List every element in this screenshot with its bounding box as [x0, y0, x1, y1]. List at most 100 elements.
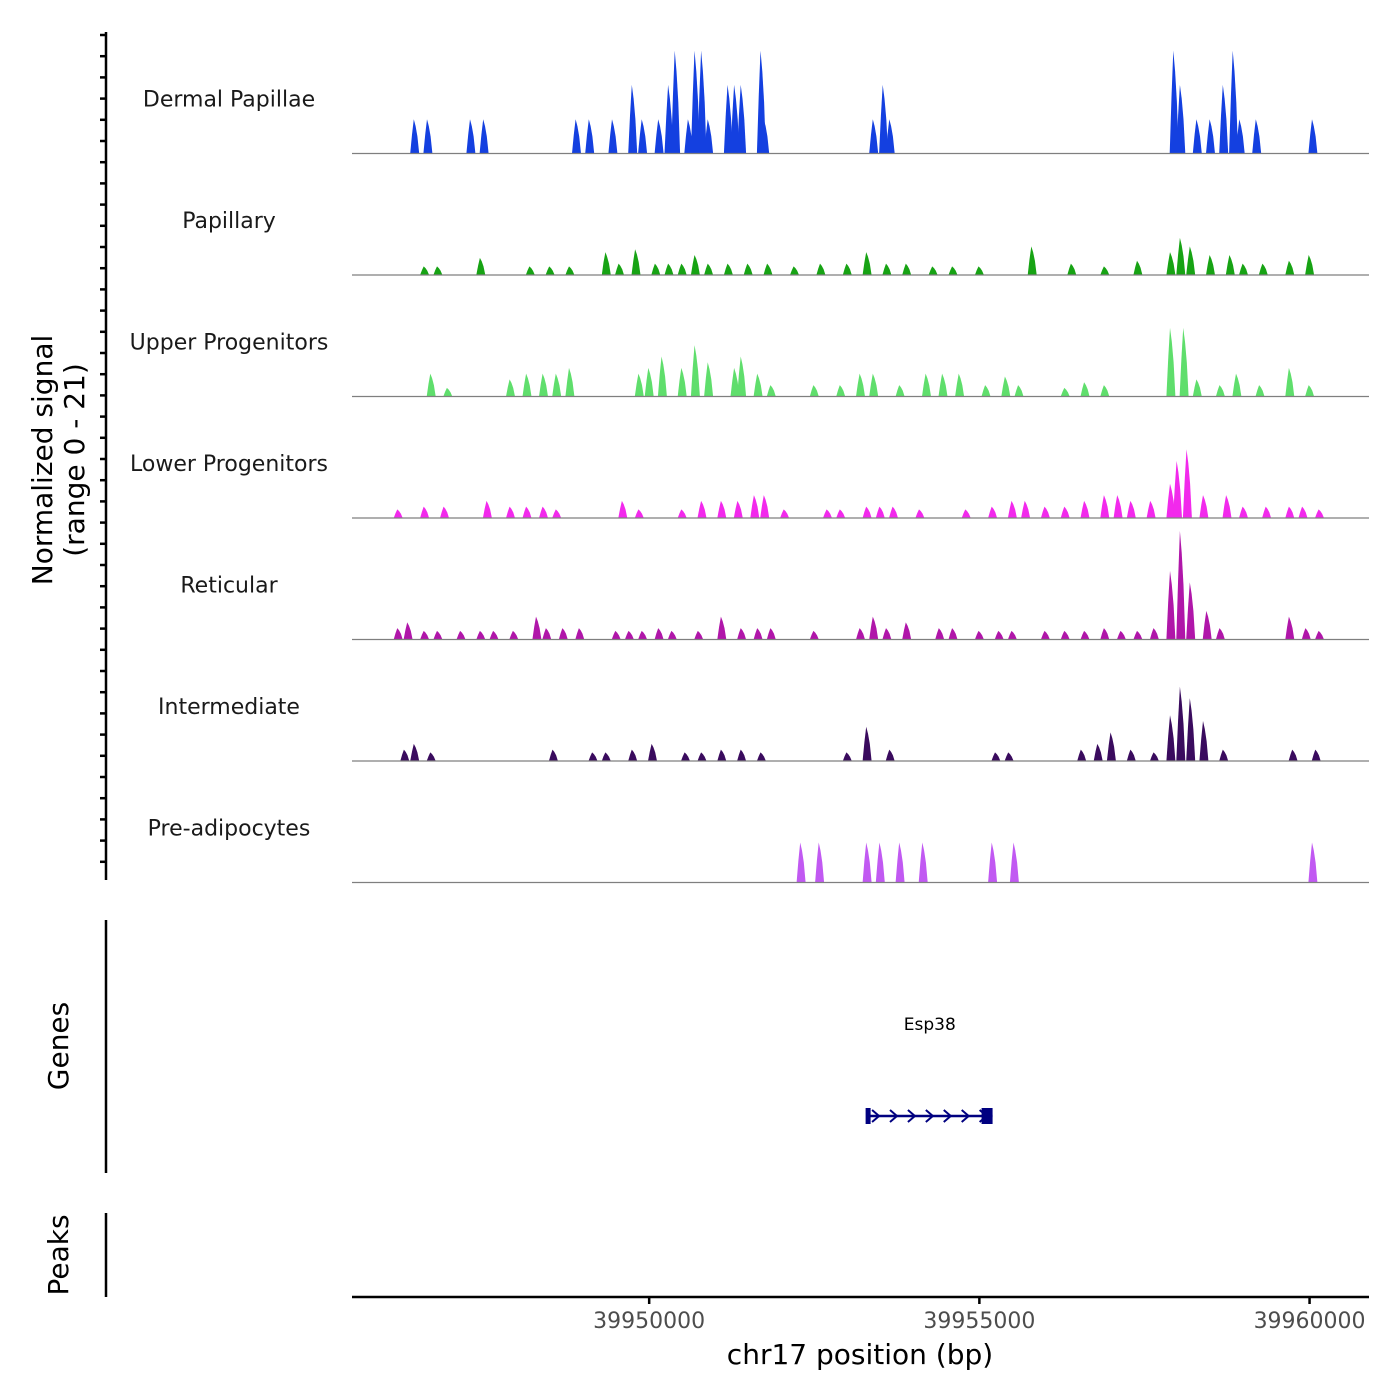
signal-peak [862, 726, 872, 761]
signal-peak [717, 500, 727, 518]
signal-peak [809, 630, 819, 640]
signal-peak [856, 373, 865, 397]
signal-peak [634, 509, 644, 518]
signal-peak [1206, 255, 1215, 275]
track-upper-progenitors: Upper Progenitors [130, 327, 1369, 398]
signal-peak [1219, 84, 1229, 154]
signal-peak [988, 506, 998, 518]
signal-peak [628, 749, 638, 761]
signal-peak [456, 630, 466, 640]
signal-peak [1080, 630, 1090, 640]
signal-peak [1100, 266, 1110, 275]
signal-peak [1255, 385, 1265, 397]
track-label: Dermal Papillae [143, 88, 315, 113]
signal-peak [466, 119, 476, 154]
signal-peak [697, 500, 707, 518]
signal-peak [1166, 327, 1176, 397]
signal-peak [575, 628, 585, 640]
signal-peak [737, 356, 747, 397]
signal-peak [1305, 255, 1315, 275]
signal-peak [1176, 84, 1186, 154]
signal-peak [615, 263, 624, 275]
track-label: Pre-adipocytes [148, 817, 311, 842]
signal-peak [1007, 500, 1017, 518]
signal-peak [1100, 495, 1110, 518]
signal-peak [489, 630, 499, 640]
signal-peak [766, 628, 776, 640]
signal-peak [588, 752, 598, 761]
signal-peak [565, 367, 575, 397]
signal-peak [1311, 749, 1321, 761]
x-axis-title: chr17 position (bp) [727, 1338, 993, 1371]
signal-peak [1176, 530, 1186, 640]
signal-peak [816, 263, 826, 275]
signal-peak [601, 752, 611, 761]
signal-peak [948, 628, 958, 640]
signal-peak [506, 379, 515, 397]
signal-peak [1199, 721, 1209, 761]
signal-peak [737, 628, 747, 640]
signal-peak [704, 263, 714, 275]
signal-peak [1166, 570, 1176, 640]
track-pre-adipocytes: Pre-adipocytes [148, 817, 1369, 884]
signal-peak [671, 50, 681, 154]
signal-peak [585, 119, 595, 154]
signal-peak [1192, 119, 1202, 154]
signal-peak [684, 119, 694, 154]
signal-peak [420, 506, 430, 518]
signal-peak [862, 252, 872, 275]
signal-peak [542, 628, 552, 640]
signal-peak [938, 373, 948, 397]
signal-peak [565, 266, 575, 275]
strand-arrow [978, 1109, 989, 1123]
signal-peak [889, 506, 898, 518]
signal-peak [1258, 263, 1268, 275]
signal-peak [638, 630, 648, 640]
signal-peak [410, 743, 420, 761]
strand-arrow [907, 1109, 917, 1123]
signal-peak [981, 385, 991, 397]
signal-peak [1182, 449, 1192, 518]
signal-peak [1308, 119, 1318, 154]
signal-peak [651, 263, 661, 275]
signal-peak [961, 509, 971, 518]
signal-peak [1252, 119, 1262, 154]
track-papillary: Papillary [182, 209, 1369, 276]
y-axis-title: Normalized signal (range 0 - 21) [26, 335, 91, 586]
track-label: Papillary [182, 209, 276, 234]
coverage-y-axis [100, 32, 108, 880]
gene-name: Esp38 [904, 1015, 956, 1035]
signal-peak [1149, 752, 1159, 761]
signal-peak [1308, 842, 1318, 883]
signal-peak [717, 749, 727, 761]
track-label: Reticular [180, 574, 278, 599]
signal-peak [644, 367, 654, 397]
signal-peak [545, 266, 555, 275]
peaks-track-label: Peaks [42, 1214, 75, 1295]
signal-peak [539, 373, 548, 397]
signal-peak [1215, 385, 1225, 397]
signal-peak [681, 752, 690, 761]
track-label: Intermediate [158, 695, 300, 720]
signal-peak [994, 630, 1004, 640]
y-axis-title-line-2: (range 0 - 21) [58, 363, 91, 557]
signal-peak [928, 266, 938, 275]
signal-peak [1285, 506, 1295, 518]
signal-peak [717, 616, 727, 640]
signal-peak [918, 842, 928, 883]
strand-arrow [871, 1109, 881, 1123]
track-lower-progenitors: Lower Progenitors [130, 449, 1369, 519]
signal-peak [1106, 732, 1116, 761]
signal-peak [1014, 385, 1024, 397]
signal-peak [948, 266, 958, 275]
signal-peak [697, 752, 707, 761]
signal-peak [780, 509, 790, 518]
signal-peak [1166, 252, 1176, 275]
signal-peak [991, 752, 1001, 761]
signal-peak [1298, 506, 1308, 518]
signal-peak [790, 266, 799, 275]
signal-peak [690, 345, 700, 397]
signal-peak [915, 509, 925, 518]
signal-peak [1146, 500, 1156, 518]
gene-exon-start [865, 1108, 871, 1124]
